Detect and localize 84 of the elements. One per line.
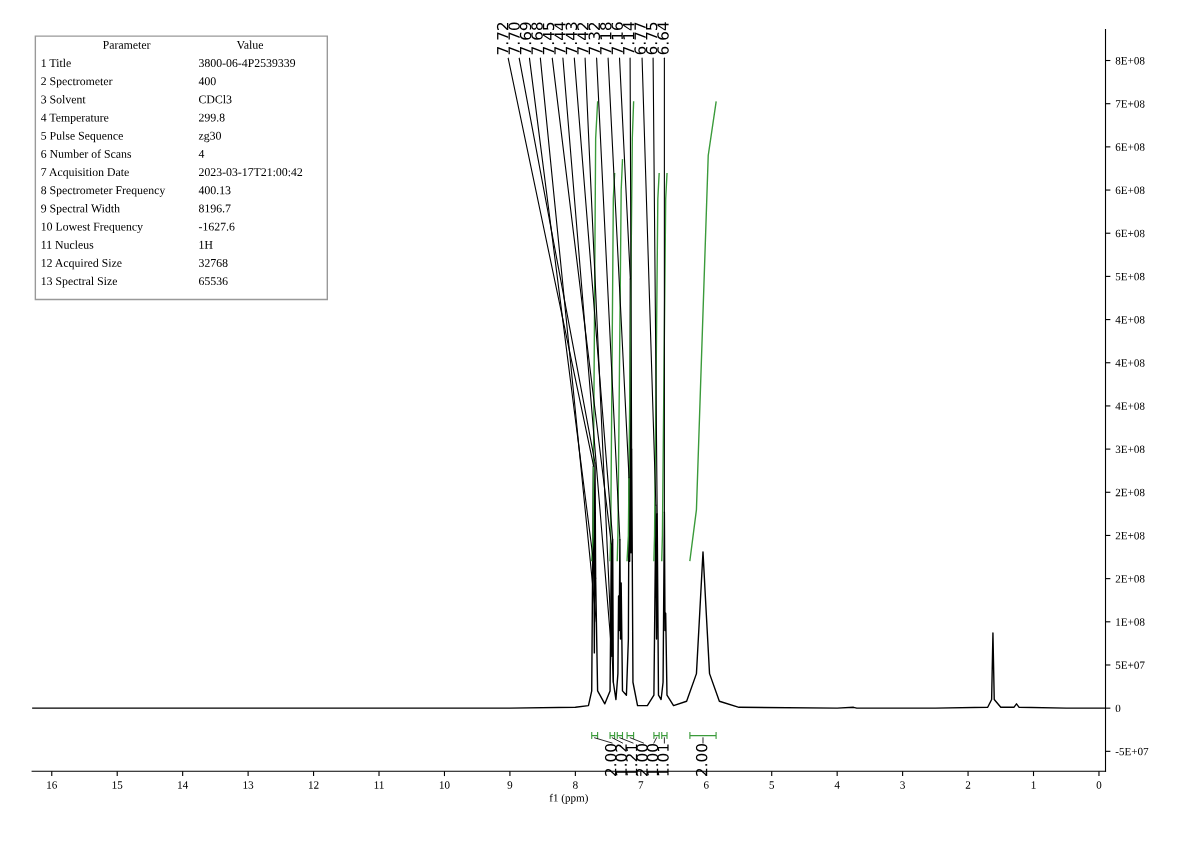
annotation: 3800-06-4P2539339 [199,59,296,68]
x-tick-label: 3 [900,781,905,789]
annotation: 9 Spectral Width [41,204,120,215]
annotation: 7.16 [611,22,623,55]
annotation: 1.21 [625,744,638,776]
x-tick-label: 7 [638,781,644,789]
x-tick-label: 4 [834,781,840,789]
annotation: 7.32 [588,22,601,55]
y-tick-label: 6E+08 [1115,186,1145,195]
y-tick-label: 2E+08 [1115,488,1145,497]
annotation: -1627.6 [198,222,235,231]
annotation: 2023-03-17T21:00:42 [199,168,303,177]
y-tick-label: 4E+08 [1115,359,1145,367]
annotation: 65536 [199,277,228,286]
x-tick-label: 15 [112,781,123,789]
x-tick-label: 6 [703,781,709,789]
y-tick-label: -5E+07 [1115,747,1149,756]
annotation: 7 Acquisition Date [41,168,129,179]
annotation: 2 Spectrometer [41,77,113,88]
annotation: 7.44 [554,22,566,55]
annotation: 7.72 [496,22,509,55]
annotation: 6.77 [634,22,646,55]
annotation: 7.14 [623,22,635,55]
x-tick-label: 0 [1096,781,1102,789]
y-tick-label: 6E+08 [1115,229,1145,238]
annotation: 7.42 [577,22,589,55]
x-tick-label: 12 [308,781,319,789]
annotation: 6.75 [645,22,658,55]
y-tick-label: 3E+08 [1115,445,1145,454]
annotation: 299.8 [199,113,225,122]
annotation: 1.01 [657,744,669,776]
y-tick-label: 1E+08 [1116,618,1145,626]
annotation: 13 Spectral Size [41,276,118,288]
annotation: 7.18 [599,22,612,55]
annotation: 8196.7 [198,204,231,213]
annotation: 12 Acquired Size [41,258,122,270]
y-tick-label: 6E+08 [1115,143,1145,151]
x-tick-label: 13 [243,781,254,789]
x-tick-label: 10 [439,781,450,789]
annotation: 400.13 [198,186,231,195]
annotation: 11 Nucleus [41,240,94,249]
x-tick-label: 9 [507,781,513,789]
x-axis-title: f1 (ppm) [549,793,588,804]
x-tick-label: 16 [47,781,57,789]
annotation: Parameter [103,41,151,49]
annotation: 3 Solvent [41,95,86,104]
x-tick-label: 2 [965,781,971,789]
x-tick-label: 1 [1031,781,1036,789]
annotation: 10 Lowest Frequency [41,222,143,233]
annotation: 6 Number of Scans [41,149,132,158]
annotation: 2.00 [604,744,617,776]
annotation: 400 [198,77,216,86]
annotation: 4 [198,150,205,158]
y-tick-label: 5E+08 [1115,272,1145,281]
annotation: 2.00 [695,744,708,776]
y-tick-label: 4E+08 [1115,316,1145,324]
annotation: 7.45 [542,22,555,55]
y-tick-label: 7E+08 [1115,100,1145,108]
annotation: 6.64 [657,22,669,55]
annotation: 7.68 [531,22,543,55]
y-tick-label: 2E+08 [1115,575,1145,583]
y-tick-label: 0 [1115,704,1121,713]
x-tick-label: 5 [769,781,775,789]
annotation: Value [236,40,264,49]
annotation: 8 Spectrometer Frequency [41,186,166,197]
annotation: 4 Temperature [40,113,109,124]
y-tick-label: 4E+08 [1115,402,1145,410]
annotation: zg30 [198,131,221,143]
y-tick-label: 5E+07 [1115,661,1145,669]
x-tick-label: 11 [374,781,384,789]
x-tick-label: 14 [178,781,189,789]
annotation: 1H [199,240,213,249]
annotation: 1 Title [41,58,71,68]
annotation: 7.70 [508,22,520,55]
x-tick-label: 8 [573,781,578,789]
annotation: 32768 [199,258,228,267]
annotation: 1.02 [615,744,627,776]
annotation: 7.43 [565,22,578,55]
annotation: CDCl3 [198,95,232,104]
annotation: 1.00 [646,744,659,776]
annotation: 5 Pulse Sequence [41,131,123,143]
annotation: 7.69 [519,22,532,55]
y-tick-label: 2E+08 [1115,531,1145,540]
y-tick-label: 8E+08 [1115,56,1145,65]
